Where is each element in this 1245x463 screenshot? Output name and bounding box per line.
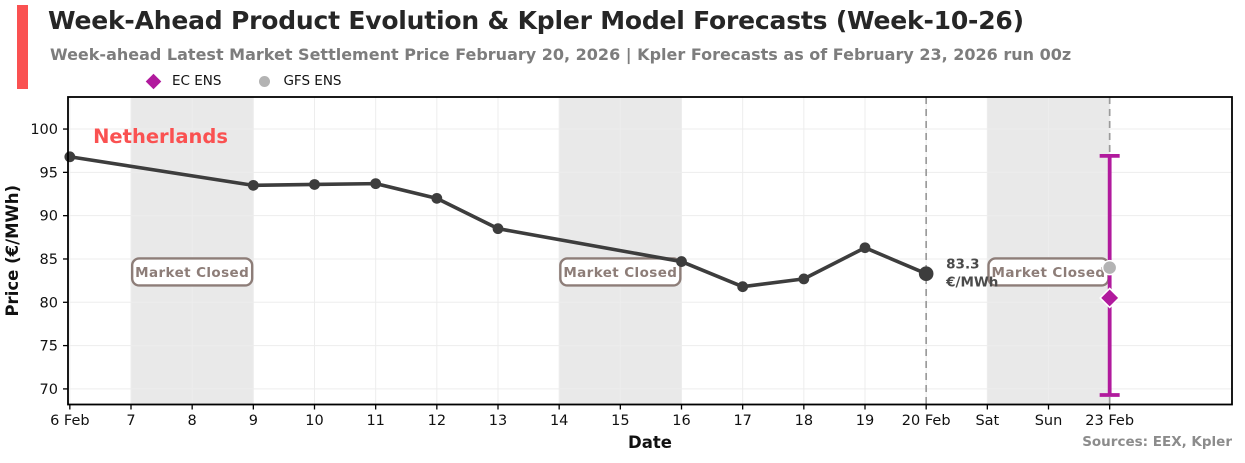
- legend-label: GFS ENS: [283, 73, 342, 89]
- price-annotation: 83.3: [946, 257, 979, 273]
- x-tick-label: 11: [366, 413, 384, 429]
- x-tick-label: 9: [249, 413, 258, 429]
- x-tick-label: 7: [126, 413, 135, 429]
- sources-label: Sources: EEX, Kpler: [1082, 434, 1232, 450]
- x-axis-title: Date: [628, 433, 672, 452]
- x-tick-label: 16: [672, 413, 690, 429]
- y-tick-label: 95: [40, 165, 58, 181]
- region-label-netherlands: Netherlands: [93, 125, 228, 148]
- settlement-point: [247, 179, 259, 191]
- x-tick-label: 20 Feb: [902, 413, 951, 429]
- x-tick-label: 6 Feb: [50, 413, 90, 429]
- market-closed-label: Market Closed: [992, 265, 1106, 281]
- page-subtitle: Week-ahead Latest Market Settlement Pric…: [50, 45, 1072, 64]
- market-closed-label: Market Closed: [135, 265, 249, 281]
- settlement-point: [737, 281, 749, 293]
- settlement-point: [64, 151, 76, 163]
- x-tick-label: 18: [795, 413, 813, 429]
- settlement-point: [798, 273, 810, 285]
- y-tick-label: 70: [40, 382, 58, 398]
- ec-ens-marker: [1099, 287, 1121, 309]
- gfs-ens-circle-icon: [259, 75, 271, 87]
- x-tick-label: Sat: [975, 413, 999, 429]
- gfs-ens-marker: [1101, 259, 1118, 276]
- price-annotation: €/MWh: [945, 275, 998, 291]
- y-tick-label: 90: [40, 209, 58, 225]
- y-tick-label: 100: [30, 122, 58, 138]
- market-closed-label: Market Closed: [563, 265, 677, 281]
- x-tick-label: 13: [489, 413, 507, 429]
- x-tick-label: 8: [188, 413, 197, 429]
- x-tick-label: 14: [550, 413, 568, 429]
- legend-item-gfs-ens: GFS ENS: [259, 73, 342, 89]
- settlement-point: [859, 242, 871, 254]
- legend: EC ENS GFS ENS: [145, 73, 342, 89]
- legend-item-ec-ens: EC ENS: [145, 73, 222, 89]
- legend-label: EC ENS: [172, 73, 222, 89]
- x-tick-label: 17: [733, 413, 751, 429]
- axes-frame: [67, 96, 1233, 406]
- x-tick-label: 19: [856, 413, 874, 429]
- last-settlement-point: [918, 266, 934, 282]
- settlement-point: [370, 178, 382, 190]
- page-title: Week-Ahead Product Evolution & Kpler Mod…: [48, 6, 1024, 35]
- y-tick-label: 85: [40, 252, 58, 268]
- y-tick-label: 75: [40, 339, 58, 355]
- settlement-point: [676, 256, 687, 267]
- y-axis-title: Price (€/MWh): [3, 185, 22, 317]
- x-tick-label: 12: [428, 413, 446, 429]
- market-closed-box: [559, 257, 682, 287]
- x-tick-label: 10: [305, 413, 323, 429]
- y-tick-label: 80: [40, 295, 58, 311]
- x-tick-label: 15: [611, 413, 629, 429]
- x-tick-label: Sun: [1035, 413, 1063, 429]
- accent-bar: [17, 5, 28, 89]
- market-closed-box: [130, 257, 254, 287]
- settlement-point: [309, 179, 320, 190]
- settlement-point: [492, 223, 504, 235]
- x-tick-label: 23 Feb: [1085, 413, 1134, 429]
- settlement-point: [431, 192, 443, 204]
